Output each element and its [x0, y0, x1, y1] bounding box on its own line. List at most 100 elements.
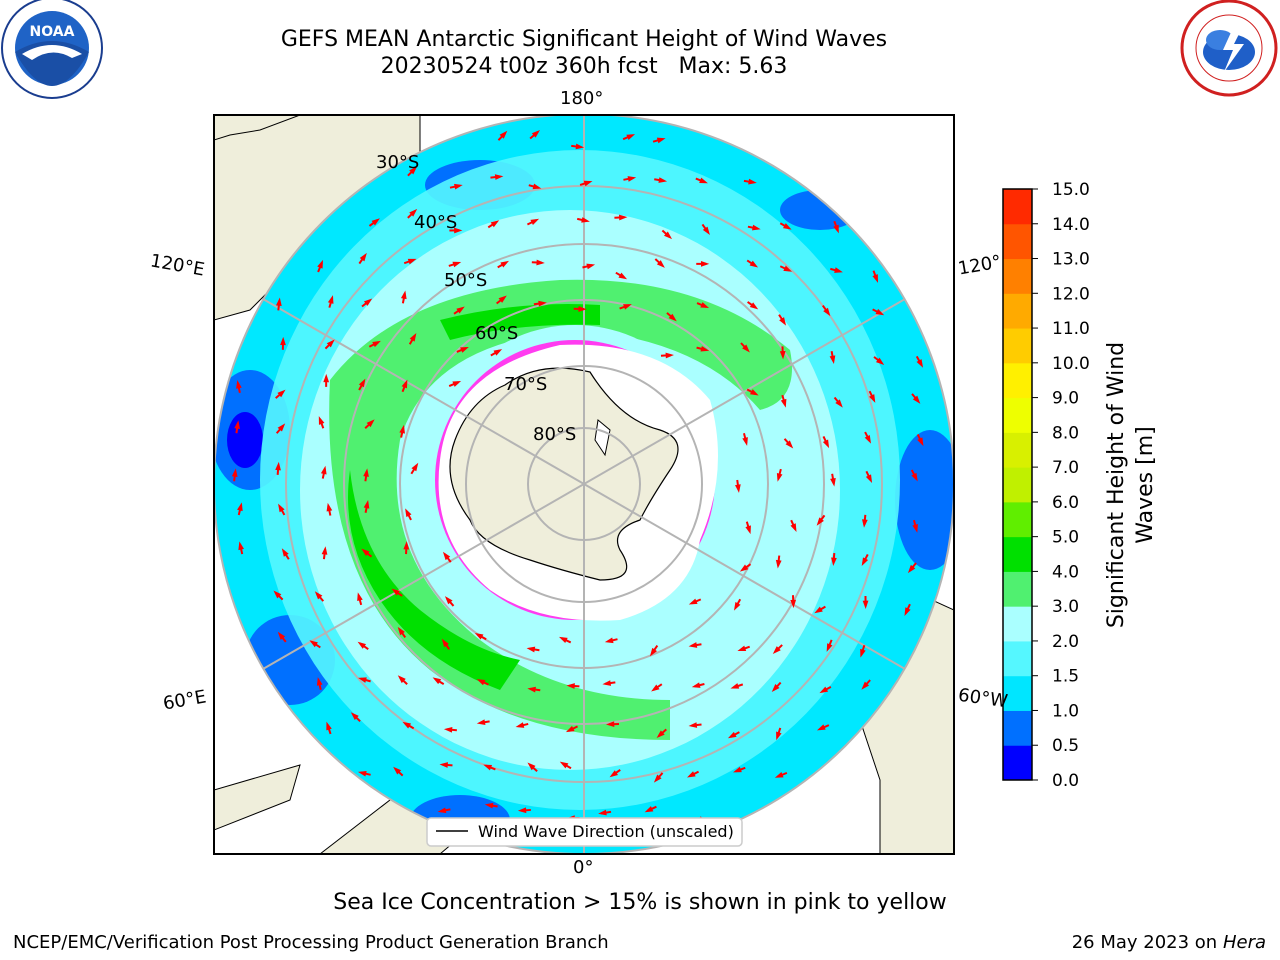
date-credit: 26 May 2023 on Hera [1072, 932, 1266, 953]
wave-direction-arrow [275, 389, 286, 399]
wave-direction-arrow [873, 356, 885, 365]
wave-direction-arrow [822, 304, 831, 317]
wave-direction-arrow [660, 352, 674, 359]
wave-direction-arrow [772, 644, 783, 654]
wave-direction-arrow [727, 731, 740, 739]
wave-direction-arrow [234, 420, 240, 434]
wave-direction-arrow [831, 552, 837, 566]
wave-direction-arrow [790, 595, 797, 609]
wave-direction-arrow [651, 683, 663, 692]
wave-direction-arrow [833, 396, 843, 408]
nws-logo [1180, 0, 1278, 97]
wave-direction-arrow [864, 431, 871, 444]
wave-direction-arrow [407, 166, 418, 177]
colorbar-tick-label: 5.0 [1052, 528, 1079, 548]
wave-direction-arrow [391, 588, 403, 597]
wave-direction-arrow [497, 260, 509, 269]
wave-direction-arrow [604, 637, 618, 644]
colorbar-segment [1003, 640, 1032, 677]
wave-direction-arrow [861, 514, 868, 528]
wave-direction-arrow [448, 380, 462, 387]
wave-direction-arrow [743, 178, 757, 185]
wave-direction-arrow [862, 595, 869, 609]
wave-direction-arrow [558, 636, 572, 644]
wave-direction-arrow [771, 681, 782, 693]
wave-direction-arrow [602, 680, 616, 686]
wave-direction-arrow [915, 355, 924, 368]
wave-direction-arrow [402, 721, 415, 730]
wave-direction-arrow [361, 298, 373, 308]
wave-direction-arrow [778, 314, 787, 326]
colorbar-tick-label: 1.0 [1052, 701, 1079, 721]
host-name: Hera [1222, 932, 1266, 953]
colorbar-tick-label: 1.5 [1052, 667, 1079, 687]
wave-direction-arrow [237, 502, 243, 516]
wave-direction-arrow [476, 719, 490, 726]
colorbar-label-line1: Significant Height of Wind [1104, 342, 1129, 628]
wave-direction-arrow [533, 300, 547, 307]
wave-direction-arrow [868, 390, 876, 403]
wave-direction-arrow [622, 134, 636, 141]
wave-direction-arrow [737, 645, 751, 652]
wave-direction-arrow [401, 379, 408, 393]
sea-ice-note: Sea Ice Concentration > 15% is shown in … [333, 890, 947, 915]
lat-label-80s: 80°S [533, 424, 577, 445]
wave-direction-arrow [309, 640, 321, 649]
wave-direction-arrow [410, 462, 419, 475]
wave-direction-arrow [357, 641, 369, 650]
wave-direction-arrow [861, 554, 869, 566]
wave-direction-arrow [745, 521, 751, 535]
wave-direction-arrow [484, 802, 498, 809]
wave-direction-arrow [816, 724, 830, 731]
wave-direction-arrow [691, 682, 705, 688]
wave-direction-arrow [358, 378, 366, 391]
wave-direction-arrow [623, 176, 637, 182]
wave-direction-arrow [405, 508, 412, 521]
wave-direction-arrow [275, 423, 286, 434]
colorbar-frame [1002, 188, 1033, 781]
wave-direction-arrow [566, 683, 580, 689]
wave-direction-arrow [403, 258, 417, 265]
wave-direction-arrow [775, 555, 782, 569]
wave-direction-arrow [826, 639, 833, 652]
wave-direction-arrow [443, 726, 457, 733]
wave-direction-arrow [779, 222, 792, 230]
wave-direction-arrow [776, 468, 783, 482]
wave-direction-arrow [822, 436, 830, 449]
wave-direction-arrow [559, 761, 572, 770]
wave-direction-arrow [605, 721, 620, 728]
wave-direction-arrow [746, 388, 759, 396]
wave-direction-arrow [456, 346, 469, 353]
wave-direction-arrow [573, 306, 587, 312]
colorbar-segment [1003, 536, 1032, 572]
colorbar-segment [1003, 397, 1032, 433]
lat-label-70s: 70°S [504, 374, 548, 395]
wave-direction-arrow [326, 502, 333, 516]
wave-direction-arrow [453, 306, 465, 315]
wave-direction-arrow [490, 349, 503, 357]
wave-direction-arrow [278, 503, 286, 516]
noaa-logo: NOAA [1, 0, 103, 99]
colorbar-tick-label: 9.0 [1052, 389, 1079, 409]
wave-direction-arrow [872, 308, 885, 316]
wave-direction-arrow [442, 551, 452, 563]
wave-direction-arrow [790, 519, 797, 533]
colorbar-segment [1003, 606, 1032, 642]
wave-direction-arrow [615, 271, 628, 280]
wave-direction-arrow [529, 130, 541, 140]
lat-label-40s: 40°S [414, 212, 458, 233]
wave-direction-arrow [273, 590, 284, 601]
wave-direction-arrow [576, 217, 590, 223]
wave-direction-arrow [696, 302, 710, 308]
wave-direction-arrow [432, 677, 445, 686]
wave-direction-arrow [448, 261, 462, 268]
wave-direction-arrow [579, 180, 593, 187]
colorbar-segment [1003, 328, 1032, 364]
wave-direction-arrow [829, 350, 836, 364]
lat-label-60s: 60°S [475, 323, 519, 344]
wave-direction-arrow [687, 770, 700, 778]
lat-label-30s: 30°S [376, 152, 420, 173]
wave-direction-arrow [400, 290, 407, 304]
colorbar-tick-label: 6.0 [1052, 493, 1079, 513]
wave-direction-arrow [497, 130, 508, 141]
